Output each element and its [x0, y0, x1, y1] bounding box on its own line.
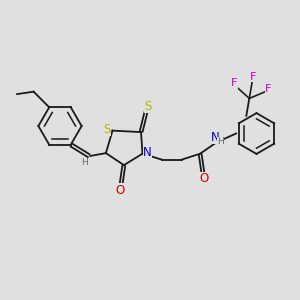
Text: F: F	[265, 84, 272, 94]
Text: N: N	[143, 146, 152, 159]
Text: S: S	[103, 123, 111, 136]
Text: F: F	[250, 72, 256, 82]
Text: H: H	[81, 158, 88, 167]
Text: N: N	[211, 131, 220, 144]
Text: F: F	[231, 78, 238, 88]
Text: S: S	[144, 100, 152, 113]
Text: H: H	[217, 137, 224, 146]
Text: O: O	[199, 172, 208, 185]
Text: O: O	[116, 184, 125, 196]
